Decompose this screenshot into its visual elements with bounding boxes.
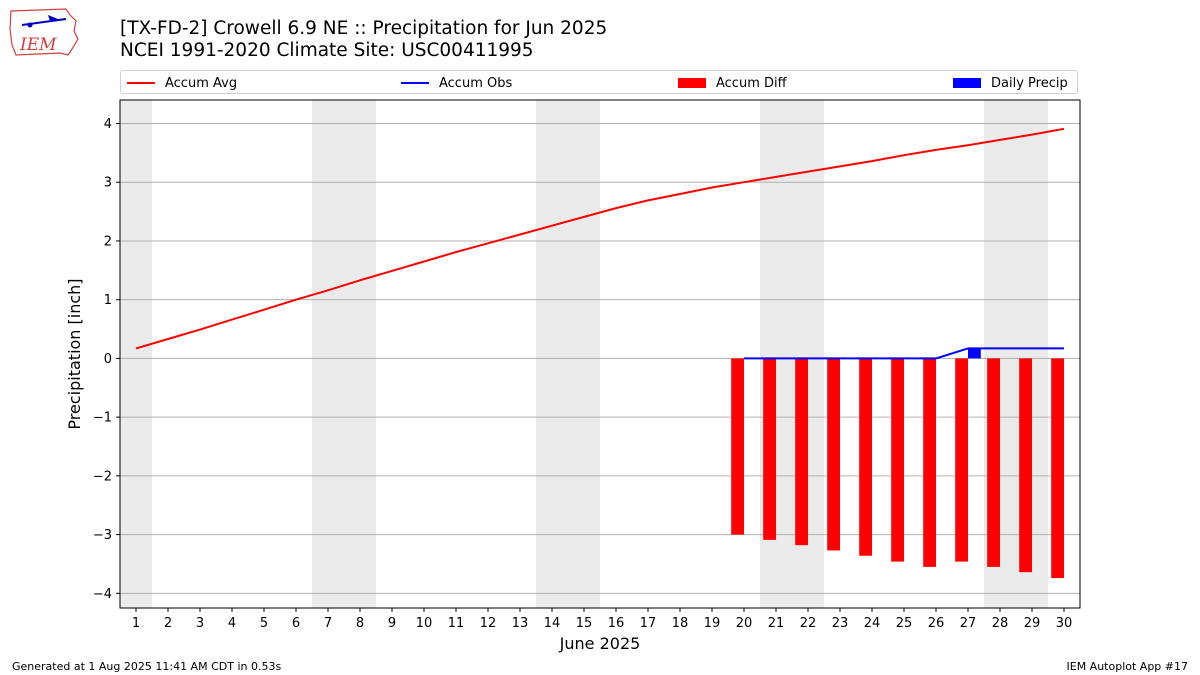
legend-item-accum-obs: Accum Obs	[401, 71, 512, 95]
accum-obs-line	[744, 347, 1064, 360]
accum-diff-bar-29	[1019, 358, 1032, 573]
accum-diff-bar-28	[987, 358, 1000, 567]
y-axis-label: Precipitation [inch]	[65, 278, 84, 429]
legend-swatch-accum-diff	[678, 78, 706, 88]
plot-frame	[119, 99, 1081, 609]
bar-series	[731, 348, 1064, 579]
x-tick-label-8: 8	[356, 616, 364, 631]
x-tick-label-13: 13	[512, 616, 529, 631]
chart-subtitle: NCEI 1991-2020 Climate Site: USC00411995	[120, 40, 534, 61]
accum-diff-bar-22	[795, 358, 808, 546]
x-tick-label-4: 4	[228, 616, 236, 631]
x-tick-label-18: 18	[672, 616, 689, 631]
x-tick-label-21: 21	[768, 616, 785, 631]
legend-item-accum-diff: Accum Diff	[678, 71, 787, 95]
y-tick-label-0: 0	[104, 352, 112, 367]
legend-swatch-daily-precip	[953, 78, 981, 88]
weekend-band-14	[536, 100, 600, 608]
logo-vane	[48, 15, 58, 21]
accum-diff-bar-23	[827, 358, 840, 551]
y-tick-label-3: 3	[104, 176, 112, 191]
x-tick-label-2: 2	[164, 616, 172, 631]
weekend-band-7	[312, 100, 376, 608]
x-tick-label-11: 11	[448, 616, 465, 631]
weekend-band-1	[120, 100, 152, 608]
logo-station-dot	[27, 22, 33, 28]
x-tick-label-29: 29	[1024, 616, 1041, 631]
y-axis-ticks: −4 −3 −2 −1 0 1 2 3 4	[93, 117, 120, 602]
accum-diff-bar-21	[763, 358, 776, 540]
x-tick-label-1: 1	[132, 616, 140, 631]
chart-legend: Accum Avg Accum Obs Accum Diff Daily Pre…	[120, 70, 1078, 94]
daily-precip-bar-27	[968, 348, 981, 359]
x-tick-label-28: 28	[992, 616, 1009, 631]
chart-title: [TX-FD-2] Crowell 6.9 NE :: Precipitatio…	[120, 18, 608, 39]
y-tick-label--1: −1	[93, 411, 112, 426]
x-tick-label-5: 5	[260, 616, 268, 631]
x-tick-label-19: 19	[704, 616, 721, 631]
x-tick-label-26: 26	[928, 616, 945, 631]
footer-generated: Generated at 1 Aug 2025 11:41 AM CDT in …	[12, 660, 282, 673]
x-axis-ticks: 1 2 3 4 5 6 7 8 9 10 11 12 13 14 15 16 17 18 19 20 21 22 23 24 2…	[132, 608, 1072, 631]
x-tick-label-24: 24	[864, 616, 881, 631]
x-axis-label: June 2025	[559, 634, 641, 653]
accum-diff-bar-26	[923, 358, 936, 567]
y-tick-label-1: 1	[104, 293, 112, 308]
x-tick-label-9: 9	[388, 616, 396, 631]
logo-text: IEM	[19, 35, 57, 55]
accum-diff-bar-24	[859, 358, 872, 556]
y-tick-label-4: 4	[104, 117, 112, 132]
legend-label-accum-obs: Accum Obs	[439, 75, 513, 91]
x-tick-label-6: 6	[292, 616, 300, 631]
footer-app: IEM Autoplot App #17	[1066, 660, 1189, 673]
x-tick-label-14: 14	[544, 616, 561, 631]
x-tick-label-10: 10	[416, 616, 433, 631]
gridlines	[120, 122, 1080, 594]
legend-swatch-accum-avg	[127, 82, 155, 84]
accum-avg-line	[135, 127, 1065, 350]
accum-diff-bar-20	[731, 358, 744, 535]
iem-logo: IEM	[9, 8, 79, 56]
line-series	[135, 127, 1065, 360]
x-tick-label-7: 7	[324, 616, 332, 631]
x-tick-label-12: 12	[480, 616, 497, 631]
accum-diff-bar-27	[955, 358, 968, 562]
y-tick-label-2: 2	[104, 234, 112, 249]
x-tick-label-15: 15	[576, 616, 593, 631]
legend-item-daily-precip: Daily Precip	[953, 71, 1068, 95]
accum-diff-bar-30	[1051, 358, 1064, 579]
x-tick-label-25: 25	[896, 616, 913, 631]
x-tick-label-20: 20	[736, 616, 753, 631]
legend-item-accum-avg: Accum Avg	[127, 71, 237, 95]
accum-diff-bar-25	[891, 358, 904, 562]
legend-label-accum-diff: Accum Diff	[716, 75, 787, 91]
x-tick-label-30: 30	[1056, 616, 1073, 631]
y-tick-label--4: −4	[93, 587, 112, 602]
legend-label-accum-avg: Accum Avg	[165, 75, 238, 91]
legend-label-daily-precip: Daily Precip	[991, 75, 1068, 91]
weekend-bands	[120, 100, 1048, 608]
logo-state-outline	[9, 8, 79, 56]
x-tick-label-23: 23	[832, 616, 849, 631]
x-tick-label-27: 27	[960, 616, 977, 631]
x-tick-label-22: 22	[800, 616, 817, 631]
x-tick-label-17: 17	[640, 616, 657, 631]
x-tick-label-3: 3	[196, 616, 204, 631]
y-tick-label--2: −2	[93, 469, 112, 484]
legend-swatch-accum-obs	[401, 82, 429, 84]
y-tick-label--3: −3	[93, 528, 112, 543]
x-tick-label-16: 16	[608, 616, 625, 631]
